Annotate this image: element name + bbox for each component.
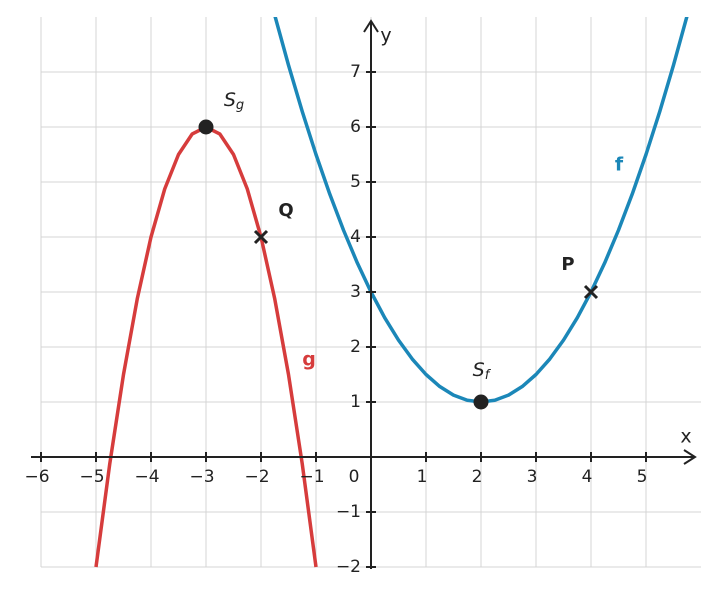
y-tick-label: 3 [350,282,361,302]
x-tick-label: −3 [189,467,214,487]
point-label-main: P [561,254,574,275]
x-arrow [683,449,697,465]
point-label-main: S [224,89,236,111]
x-tick-label: 1 [417,467,428,487]
y-tick-label: −1 [336,502,361,522]
points: Sg Q Sf P [198,89,599,410]
point-label-subscript: f [485,368,492,383]
point-dot [473,394,489,410]
y-tick-label: 6 [350,117,361,137]
y-tick-label: 5 [350,172,361,192]
point-label-subscript: g [236,98,244,113]
curves [94,17,689,568]
point-label: P [561,254,574,275]
x-tick-label: −5 [79,467,104,487]
x-tick-label: 5 [637,467,648,487]
point-label-main: Q [278,200,293,221]
x-tick-label: −2 [244,467,269,487]
point-dot [198,119,214,135]
y-tick-label: 7 [350,62,361,82]
y-axis-label: y [380,25,391,47]
x-tick-label: −6 [24,467,49,487]
x-tick-label: 2 [472,467,483,487]
curve-label: f [615,154,624,176]
y-tick-label: −2 [336,557,361,577]
point-label: Sg [224,89,244,113]
point-label: Sf [473,359,492,383]
x-tick-label: −4 [134,467,159,487]
point-label: Q [278,200,293,221]
point-label-main: S [473,359,485,381]
axes: −6 −5 −4 −3 −2 −1 0 1 2 3 4 5 −2 −1 1 2 3 4 5 6 7 x y f g [24,19,697,577]
x-tick-label: −1 [299,467,324,487]
cross-stroke [253,229,269,245]
y-arrow [363,19,379,33]
x-tick-label: 3 [527,467,538,487]
curve-label: g [302,349,316,371]
y-tick-label: 2 [350,337,361,357]
y-tick-label: 4 [350,227,361,247]
cross-stroke [583,284,599,300]
point-cross [583,284,599,300]
x-axis-label: x [680,426,691,448]
x-tick-label: 0 [349,467,360,487]
x-tick-label: 4 [582,467,593,487]
point-cross [253,229,269,245]
y-tick-label: 1 [350,392,361,412]
